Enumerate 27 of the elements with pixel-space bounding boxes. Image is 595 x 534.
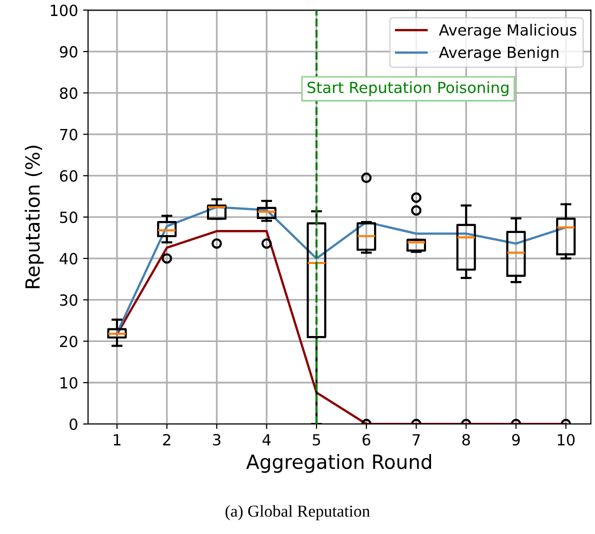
- y-tick-label: 50: [60, 212, 78, 224]
- x-axis-title: Aggregation Round: [246, 454, 432, 473]
- x-tick-label: 8: [462, 434, 470, 446]
- legend-label: Average Malicious: [438, 24, 576, 39]
- x-tick-label: 10: [558, 434, 575, 446]
- x-tick-label: 9: [512, 434, 520, 446]
- x-tick-label: 2: [163, 434, 170, 446]
- legend-label: Average Benign: [438, 46, 558, 62]
- y-tick-label: 80: [60, 87, 78, 99]
- y-tick-label: 30: [60, 294, 78, 306]
- x-tick-label: 6: [362, 434, 370, 446]
- x-tick-label: 3: [213, 434, 220, 446]
- y-tick-label: 90: [60, 46, 78, 58]
- text: (a) Global Reputation: [226, 505, 370, 520]
- x-tick-label: 4: [262, 434, 271, 446]
- y-axis-title: Reputation (%): [24, 146, 44, 288]
- y-tick-label: 40: [60, 252, 78, 264]
- y-tick-label: 100: [50, 4, 78, 16]
- x-tick-label: 7: [412, 434, 420, 446]
- y-tick-label: 60: [60, 170, 78, 182]
- y-tick-label: 10: [60, 377, 78, 389]
- x-tick-label: 1: [114, 434, 120, 446]
- y-tick-label: 20: [60, 336, 78, 348]
- y-tick-label: 0: [70, 418, 78, 430]
- y-tick-label: 70: [60, 128, 78, 140]
- x-tick-label: 5: [312, 434, 320, 446]
- ref-line-label: Start Reputation Poisoning: [308, 81, 508, 96]
